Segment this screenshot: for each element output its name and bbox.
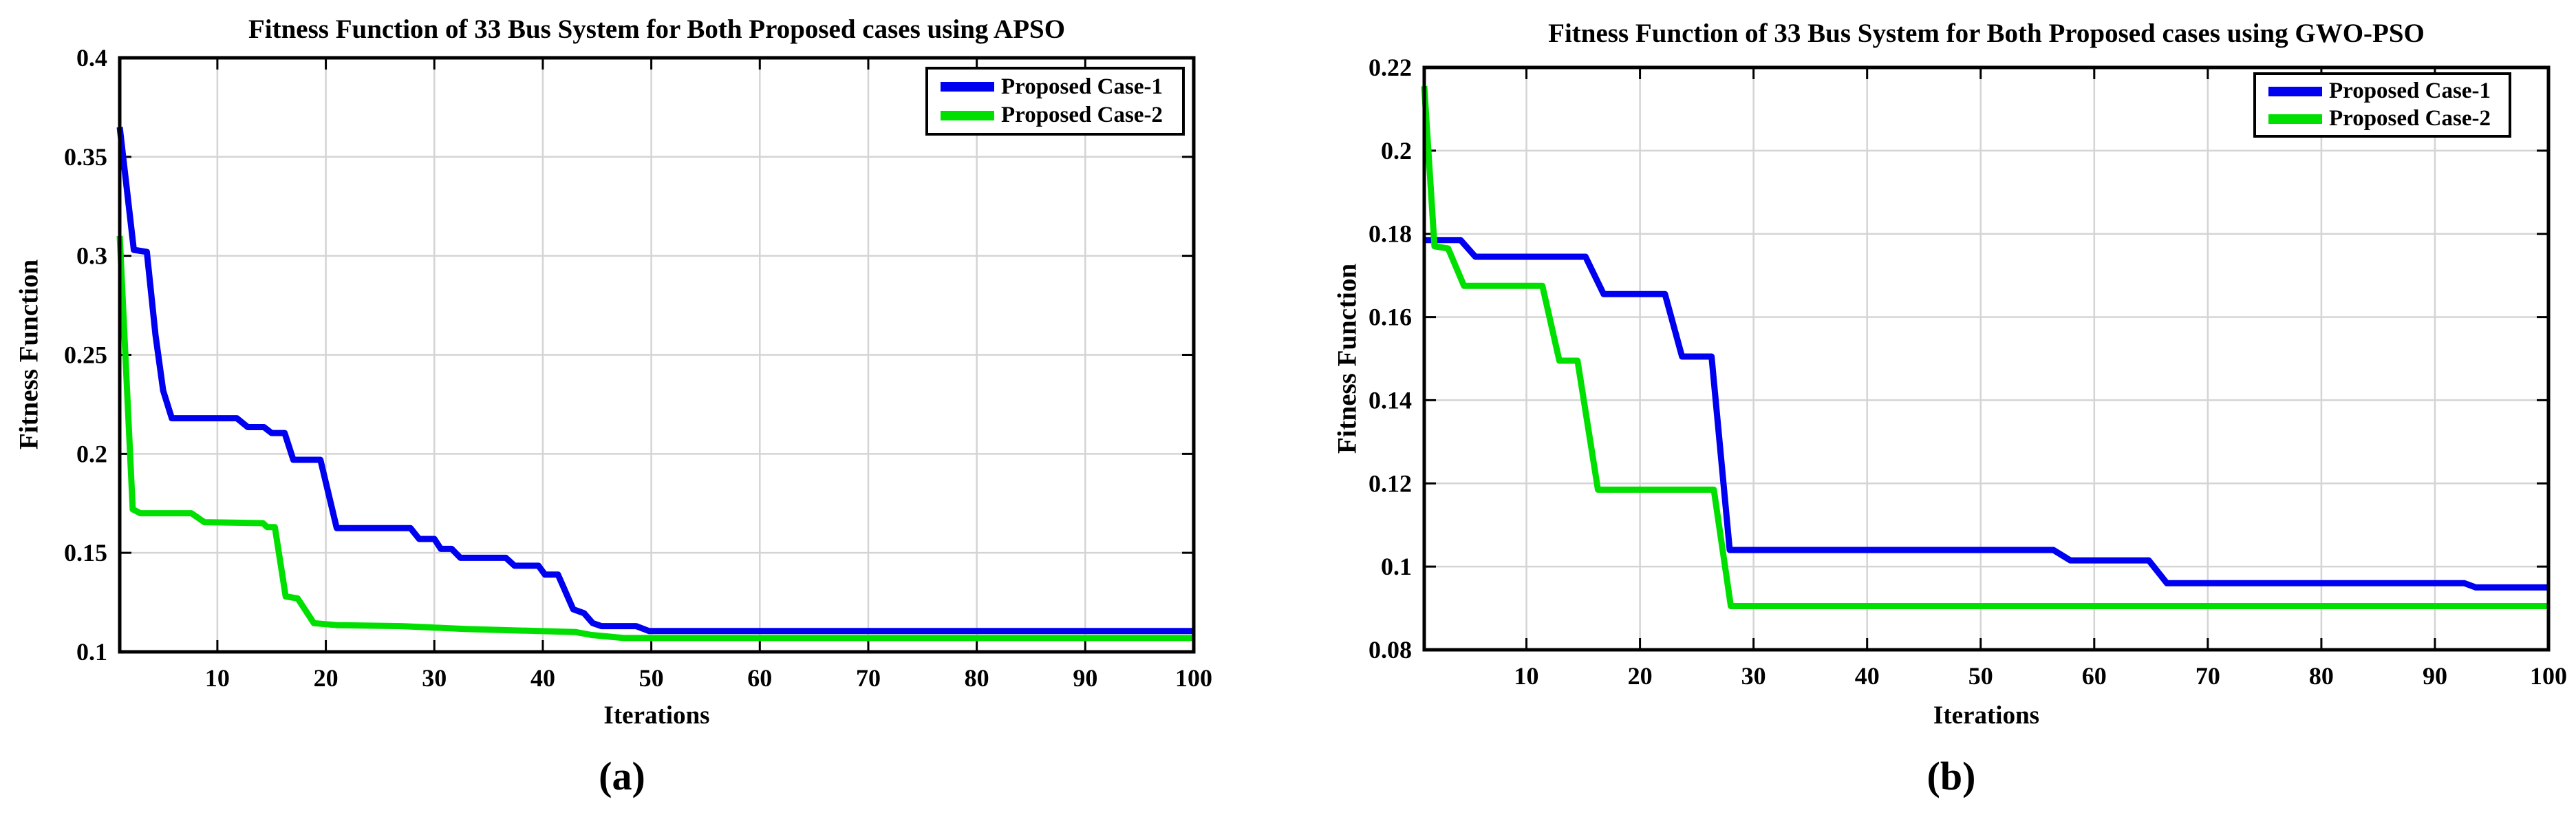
tick-label-x-100: 100 — [1175, 664, 1212, 692]
legend-label-case1: Proposed Case-1 — [1001, 74, 1163, 99]
tick-label-x-80: 80 — [965, 664, 989, 692]
tick-label-x-40: 40 — [1855, 662, 1880, 690]
tick-label-x-90: 90 — [2423, 662, 2447, 690]
tick-label-x-40: 40 — [530, 664, 555, 692]
axes-box — [118, 56, 1196, 654]
tick-label-y-0.35: 0.35 — [64, 143, 107, 171]
legend-entry-case2: Proposed Case-2 — [928, 104, 1182, 127]
tick-label-y-0.2: 0.2 — [1381, 137, 1412, 165]
axes-box — [1422, 65, 2551, 652]
legend-label-case2: Proposed Case-2 — [1001, 103, 1163, 128]
tick-label-y-0.3: 0.3 — [76, 242, 107, 270]
tick-label-x-70: 70 — [856, 664, 881, 692]
tick-label-x-60: 60 — [747, 664, 772, 692]
legend-line-swatch-case2 — [941, 110, 994, 120]
legend-line-swatch-case2 — [2268, 114, 2322, 124]
tick-label-y-0.15: 0.15 — [64, 539, 107, 566]
tick-label-x-30: 30 — [422, 664, 447, 692]
x-axis-label-apso: Iterations — [603, 701, 710, 730]
tick-label-x-30: 30 — [1741, 662, 1766, 690]
tick-label-x-100: 100 — [2530, 662, 2567, 690]
series-line-proposed-case-1 — [116, 127, 1194, 635]
legend-entry-case1: Proposed Case-1 — [2256, 80, 2509, 103]
legend-label-case2: Proposed Case-2 — [2329, 106, 2491, 131]
legend-entry-case2: Proposed Case-2 — [2256, 107, 2509, 130]
tick-label-y-0.1: 0.1 — [1381, 553, 1412, 580]
tick-label-y-0.14: 0.14 — [1368, 386, 1412, 414]
tick-label-y-0.18: 0.18 — [1368, 220, 1412, 248]
tick-label-x-90: 90 — [1073, 664, 1097, 692]
series-line-proposed-case-2 — [116, 235, 1194, 642]
subfigure-caption-a: (a) — [599, 754, 645, 798]
legend-line-swatch-case1 — [2268, 86, 2322, 96]
tick-label-x-20: 20 — [314, 664, 339, 692]
tick-label-x-60: 60 — [2082, 662, 2107, 690]
legend-label-case1: Proposed Case-1 — [2329, 78, 2491, 103]
tick-label-x-50: 50 — [639, 664, 664, 692]
chart-title-gwo-pso: Fitness Function of 33 Bus System for Bo… — [1548, 19, 2425, 48]
legend-gwo-pso: Proposed Case-1 Proposed Case-2 — [2253, 72, 2511, 138]
tick-label-x-70: 70 — [2196, 662, 2220, 690]
tick-label-y-0.4: 0.4 — [76, 44, 107, 72]
tick-label-x-10: 10 — [1514, 662, 1539, 690]
tick-label-y-0.08: 0.08 — [1368, 636, 1412, 664]
legend-line-swatch-case1 — [941, 82, 994, 92]
tick-label-x-10: 10 — [205, 664, 230, 692]
legend-entry-case1: Proposed Case-1 — [928, 74, 1182, 99]
tick-label-x-50: 50 — [1968, 662, 1993, 690]
tick-label-y-0.16: 0.16 — [1368, 304, 1412, 331]
series-line-proposed-case-1 — [1424, 237, 2548, 591]
x-axis-label-gwo-pso: Iterations — [1933, 701, 2040, 730]
tick-label-y-0.12: 0.12 — [1368, 469, 1412, 497]
tick-label-y-0.25: 0.25 — [64, 341, 107, 369]
series-line-proposed-case-2 — [1421, 85, 2548, 609]
legend-apso: Proposed Case-1 Proposed Case-2 — [925, 67, 1185, 136]
chart-title-apso: Fitness Function of 33 Bus System for Bo… — [248, 14, 1066, 44]
tick-label-y-0.2: 0.2 — [76, 440, 107, 467]
y-axis-label-gwo-pso: Fitness Function — [1332, 263, 1362, 454]
subfigure-caption-b: (b) — [1926, 754, 1976, 798]
tick-label-y-0.22: 0.22 — [1368, 54, 1412, 81]
tick-label-x-20: 20 — [1628, 662, 1653, 690]
tick-label-y-0.1: 0.1 — [76, 638, 107, 666]
y-axis-label-apso: Fitness Function — [14, 259, 44, 450]
tick-label-x-80: 80 — [2309, 662, 2334, 690]
